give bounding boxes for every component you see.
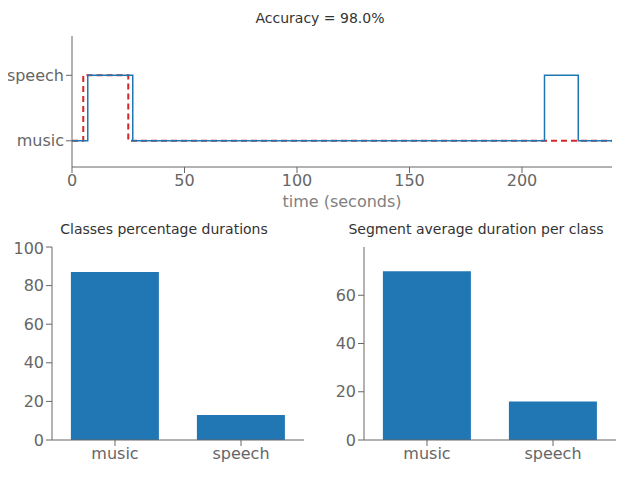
svg-text:speech: speech (8, 66, 64, 85)
svg-text:150: 150 (394, 171, 425, 190)
svg-text:music: music (17, 131, 64, 150)
svg-text:80: 80 (24, 276, 44, 295)
svg-text:60: 60 (336, 286, 356, 305)
svg-text:20: 20 (336, 382, 356, 401)
html-text:Accuracy = 98.0%: Accuracy = 98.0% (255, 10, 385, 26)
svg-text:60: 60 (24, 315, 44, 334)
svg-text:200: 200 (507, 171, 538, 190)
html-text:Segment average duration per c: Segment average duration per class (348, 221, 604, 237)
svg-text:100: 100 (13, 239, 44, 258)
svg-text:0: 0 (346, 431, 356, 450)
svg-text:speech: speech (212, 444, 269, 463)
svg-text:speech: speech (524, 444, 581, 463)
svg-text:40: 40 (336, 334, 356, 353)
svg-text:20: 20 (24, 392, 44, 411)
svg-text:0: 0 (67, 171, 77, 190)
svg-text:music: music (91, 444, 138, 463)
svg-text:0: 0 (34, 431, 44, 450)
html-text:Classes percentage durations: Classes percentage durations (60, 221, 268, 237)
svg-text:100: 100 (282, 171, 313, 190)
svg-text:40: 40 (24, 353, 44, 372)
svg-text:50: 50 (174, 171, 194, 190)
svg-text:music: music (403, 444, 450, 463)
svg-text:time (seconds): time (seconds) (282, 192, 401, 211)
